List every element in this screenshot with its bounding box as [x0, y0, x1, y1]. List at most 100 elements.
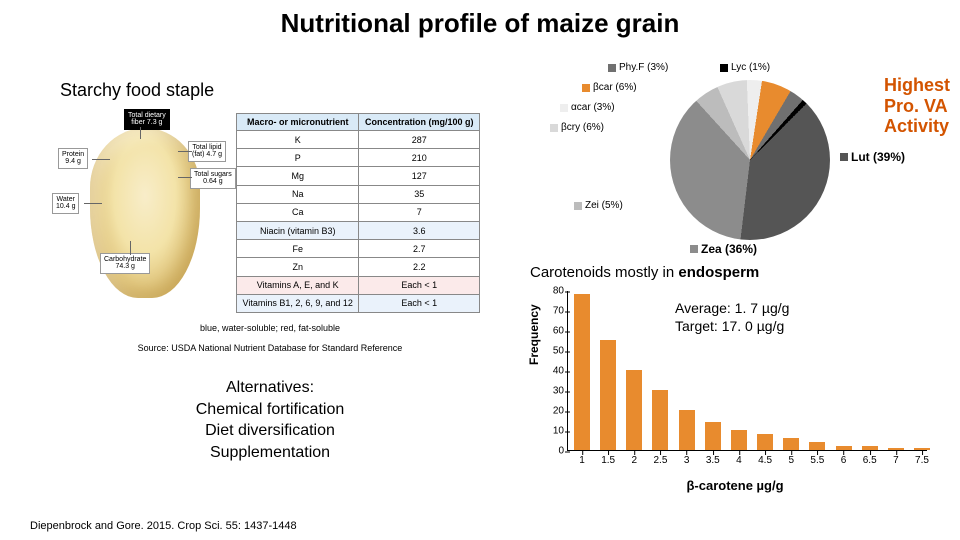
alt-item-2: Diet diversification: [60, 420, 480, 442]
table-cell: 210: [359, 149, 480, 167]
legend-swatch: [582, 84, 590, 92]
x-tick: 6.5: [863, 455, 877, 466]
legend-swatch: [720, 64, 728, 72]
legend-swatch: [560, 104, 568, 112]
bar: [836, 446, 852, 450]
y-tick: 80: [538, 286, 564, 297]
pie-chart: [670, 80, 830, 240]
carotenoid-caption-bold: endosperm: [678, 264, 759, 281]
bar-chart: Frequency 0102030405060708011.522.533.54…: [525, 285, 945, 495]
x-tick: 7.5: [915, 455, 929, 466]
subheading-starchy: Starchy food staple: [60, 80, 480, 101]
y-tick: 0: [538, 446, 564, 457]
table-cell: Mg: [237, 167, 359, 185]
pie-slice-label: Lut (39%): [840, 150, 905, 164]
table-cell: 3.6: [359, 221, 480, 239]
bar: [757, 434, 773, 450]
citation: Diepenbrock and Gore. 2015. Crop Sci. 55…: [30, 520, 297, 532]
x-tick: 2.5: [654, 455, 668, 466]
legend-swatch: [690, 245, 698, 253]
bar: [652, 390, 668, 450]
table-row: Vitamins A, E, and KEach < 1: [237, 276, 480, 294]
tag-total-sugars: Total sugars0.64 g: [190, 168, 236, 189]
y-tick: 60: [538, 326, 564, 337]
table-cell: 2.2: [359, 258, 480, 276]
tag-protein: Protein9.4 g: [58, 148, 88, 169]
table-cell: K: [237, 131, 359, 149]
table-row: Na35: [237, 185, 480, 203]
pie-slice-label: Phy.F (3%): [608, 62, 668, 73]
table-cell: 127: [359, 167, 480, 185]
tag-carbohydrate: Carbohydrate74.3 g: [100, 253, 150, 274]
y-tick: 40: [538, 366, 564, 377]
alternatives-title: Alternatives:: [60, 377, 480, 399]
table-row: Zn2.2: [237, 258, 480, 276]
pie-slice-text: Zei (5%): [585, 200, 623, 211]
table-cell: Ca: [237, 203, 359, 221]
table-row: K287: [237, 131, 480, 149]
table-cell: P: [237, 149, 359, 167]
x-tick: 2: [632, 455, 638, 466]
pie-slice-label: βcry (6%): [550, 122, 604, 133]
x-tick: 6: [841, 455, 847, 466]
table-row: Niacin (vitamin B3)3.6: [237, 221, 480, 239]
table-cell: 287: [359, 131, 480, 149]
y-tick: 50: [538, 346, 564, 357]
legend-swatch: [608, 64, 616, 72]
legend-swatch: [550, 124, 558, 132]
table-row: Ca7: [237, 203, 480, 221]
table-cell: Each < 1: [359, 276, 480, 294]
table-row: Mg127: [237, 167, 480, 185]
avg-target-text: Average: 1. 7 µg/g Target: 17. 0 µg/g: [675, 300, 789, 335]
nutrient-table: Macro- or micronutrient Concentration (m…: [236, 113, 480, 313]
target-line: Target: 17. 0 µg/g: [675, 318, 789, 336]
pro-va-label: HighestPro. VAActivity: [884, 75, 950, 137]
pie-chart-wrap: Lut (39%) Zea (36%) Zei (5%) βcry (6%) αcar …: [520, 60, 950, 260]
bar: [600, 340, 616, 450]
pie-slice-text: Zea (36%): [701, 242, 757, 256]
bar-xlabel: β-carotene µg/g: [525, 478, 945, 493]
nutrient-table-header-row: Macro- or micronutrient Concentration (m…: [237, 114, 480, 131]
table-cell: 2.7: [359, 240, 480, 258]
alt-item-3: Supplementation: [60, 442, 480, 464]
table-cell: Niacin (vitamin B3): [237, 221, 359, 239]
x-tick: 7: [893, 455, 899, 466]
pie-slice-text: Lut (39%): [851, 150, 905, 164]
table-row: Vitamins B1, 2, 6, 9, and 12Each < 1: [237, 294, 480, 312]
pie-slice-label: Zea (36%): [690, 242, 757, 256]
pie-slice-text: Phy.F (3%): [619, 62, 668, 73]
pie-slice-text: βcry (6%): [561, 122, 604, 133]
carotenoid-caption: Carotenoids mostly in endosperm: [530, 264, 950, 281]
y-tick: 30: [538, 386, 564, 397]
table-cell: Each < 1: [359, 294, 480, 312]
tag-water: Water10.4 g: [52, 193, 79, 214]
alternatives-block: Alternatives: Chemical fortification Die…: [60, 377, 480, 463]
bar: [705, 422, 721, 450]
bar: [888, 448, 904, 450]
pie-slice-text: βcar (6%): [593, 82, 637, 93]
x-tick: 3.5: [706, 455, 720, 466]
slide-title: Nutritional profile of maize grain: [0, 0, 960, 39]
bar: [783, 438, 799, 450]
pie-slice-label: βcar (6%): [582, 82, 637, 93]
pie-slice-text: Lyc (1%): [731, 62, 770, 73]
table-cell: Vitamins B1, 2, 6, 9, and 12: [237, 294, 359, 312]
footnote-color-key: blue, water-soluble; red, fat-soluble: [60, 323, 480, 333]
y-tick: 20: [538, 406, 564, 417]
x-tick: 3: [684, 455, 690, 466]
bar: [862, 446, 878, 450]
x-tick: 5.5: [810, 455, 824, 466]
y-tick: 10: [538, 426, 564, 437]
tag-total-lipid: Total lipid(fat) 4.7 g: [188, 141, 226, 162]
pie-slice-label: Zei (5%): [574, 200, 623, 211]
table-cell: Vitamins A, E, and K: [237, 276, 359, 294]
table-cell: 35: [359, 185, 480, 203]
pie-slice-text: αcar (3%): [571, 102, 615, 113]
bar: [679, 410, 695, 450]
kernel-diagram: Total dietaryfiber 7.3 g Protein9.4 g Wa…: [60, 113, 230, 313]
col-header-nutrient: Macro- or micronutrient: [237, 114, 359, 131]
avg-line: Average: 1. 7 µg/g: [675, 300, 789, 318]
left-column: Starchy food staple Total dietaryfiber 7…: [60, 80, 480, 463]
right-column: Lut (39%) Zea (36%) Zei (5%) βcry (6%) αcar …: [520, 60, 950, 495]
bar: [809, 442, 825, 450]
